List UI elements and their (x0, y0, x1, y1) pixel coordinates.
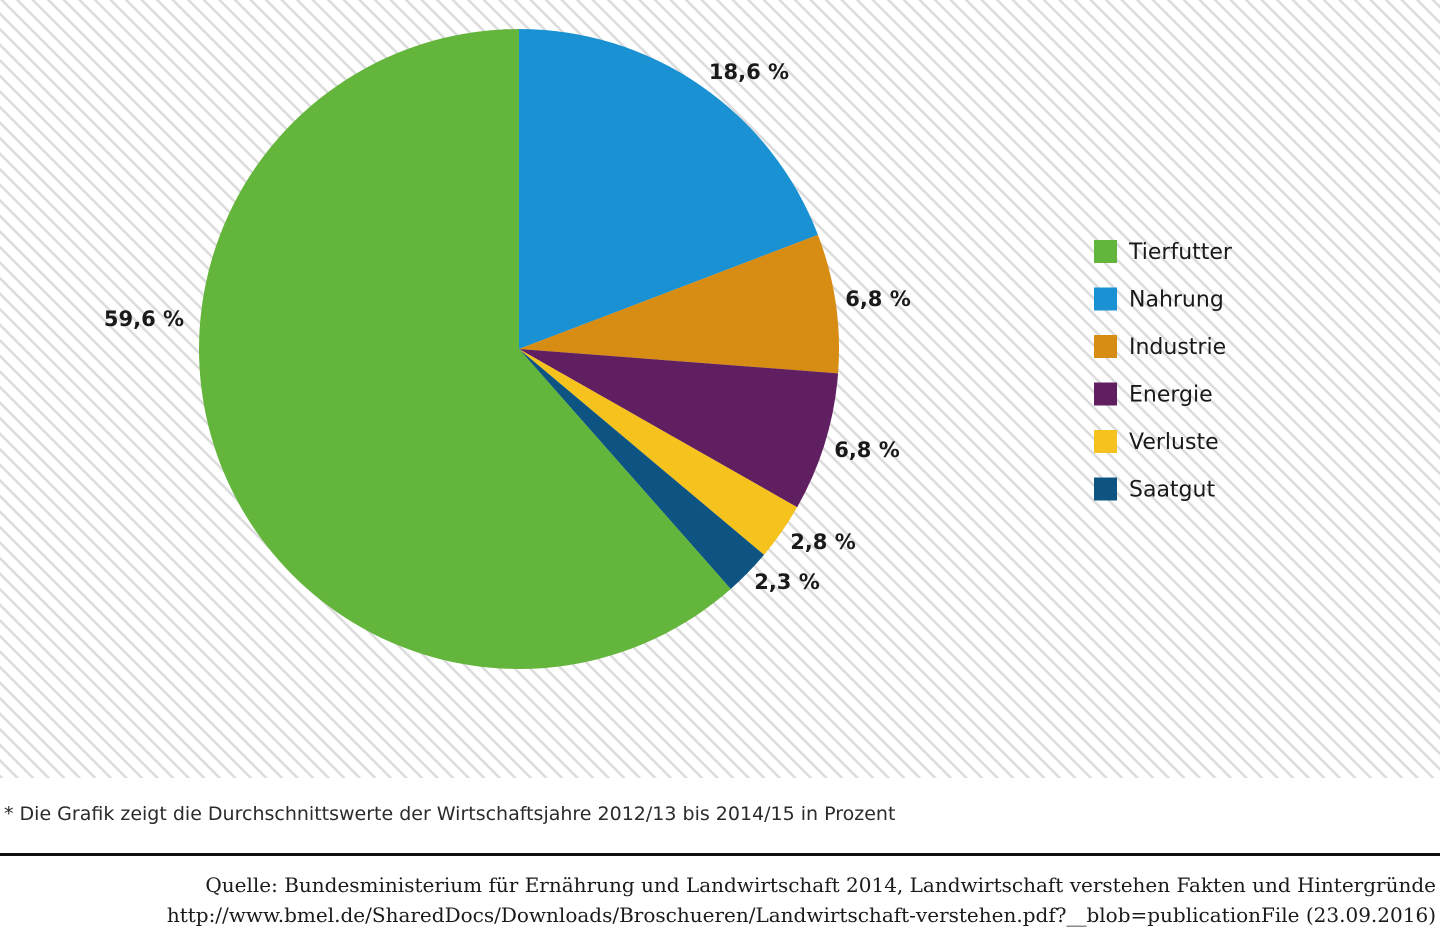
legend-label-saatgut: Saatgut (1129, 478, 1215, 503)
legend-swatch-tierfutter (1094, 240, 1117, 263)
legend-swatch-saatgut (1094, 477, 1117, 501)
legend-label-nahrung: Nahrung (1129, 288, 1224, 313)
slice-label-tierfutter: 59,6 % (104, 307, 184, 331)
legend-swatch-energie (1094, 382, 1117, 406)
legend-label-energie: Energie (1129, 383, 1213, 408)
legend-label-tierfutter: Tierfutter (1128, 240, 1233, 265)
legend-label-verluste: Verluste (1129, 430, 1219, 455)
pie-slice-energie (519, 349, 839, 508)
pie-chart: 18,6 % 6,8 % 6,8 % 2,8 % 2,3 % 59,6 % Tierfut… (0, 0, 1440, 778)
source-divider (0, 853, 1440, 856)
pie-slice-saatgut (519, 349, 765, 589)
pie-slice-nahrung (519, 29, 818, 349)
legend-swatch-nahrung (1094, 287, 1117, 311)
source-line-2: http://www.bmel.de/SharedDocs/Downloads/… (166, 903, 1436, 927)
pie-slice-verluste (519, 349, 798, 555)
slice-label-energie: 6,8 % (834, 438, 900, 462)
legend-swatch-verluste (1094, 430, 1117, 453)
slice-label-nahrung: 18,6 % (709, 60, 789, 84)
legend-label-industrie: Industrie (1129, 335, 1226, 360)
source-citation: Quelle: Bundesministerium für Ernährung … (167, 870, 1436, 930)
legend: Tierfutter Nahrung Industrie Energie Verlust… (1094, 240, 1233, 503)
footnote: * Die Grafik zeigt die Durchschnittswert… (4, 803, 896, 825)
pie-slice-tierfutter (199, 29, 731, 669)
legend-swatch-industrie (1094, 335, 1117, 358)
slice-label-industrie: 6,8 % (845, 287, 911, 311)
pie-slice-industrie (519, 234, 839, 374)
slice-label-verluste: 2,8 % (790, 530, 856, 554)
chart-panel: 18,6 % 6,8 % 6,8 % 2,8 % 2,3 % 59,6 % Tierfut… (0, 0, 1440, 778)
source-line-1: Quelle: Bundesministerium für Ernährung … (205, 873, 1436, 897)
slice-label-saatgut: 2,3 % (754, 570, 820, 594)
